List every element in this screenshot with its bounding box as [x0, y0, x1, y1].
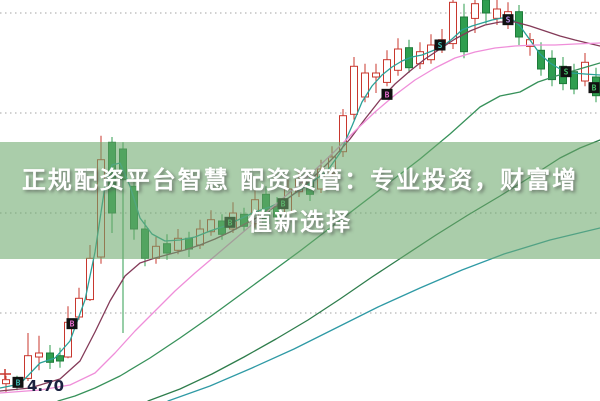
candle-body [2, 379, 10, 385]
candle-body [394, 48, 402, 71]
signal-marker [381, 88, 393, 100]
candle-body [570, 71, 578, 90]
signal-marker [434, 39, 446, 51]
candle-body [493, 8, 501, 19]
signal-marker [66, 318, 78, 330]
candle-body [449, 1, 457, 45]
candle-body [416, 51, 424, 65]
candle-body [548, 57, 556, 81]
signal-marker-label: B [592, 84, 597, 93]
candle-body [471, 3, 479, 19]
signal-marker [502, 14, 514, 26]
signal-marker-label: B [70, 320, 75, 329]
low-price-label: 4.70 [27, 377, 64, 395]
candle-body [482, 0, 490, 14]
annotation-layer: 4.70 [0, 369, 64, 395]
candle-body [46, 352, 54, 363]
promo-banner-line-2: 值新选择 [248, 207, 352, 236]
candle-body [372, 72, 380, 78]
signal-marker-label: B [385, 90, 390, 99]
signal-marker-label: S [506, 16, 511, 25]
signal-marker [588, 82, 600, 94]
candle-body [581, 61, 589, 82]
promo-banner-line-1: 正规配资平台智慧 配资资管：专业投资，财富增 [21, 165, 579, 194]
candle-body [35, 352, 43, 358]
candle-body [75, 297, 83, 318]
candle-body [24, 355, 32, 379]
signal-marker [12, 376, 24, 388]
candle-body [537, 49, 545, 70]
signal-marker-label: B [16, 378, 21, 387]
signal-marker-label: S [438, 41, 443, 50]
signal-marker-label: S [564, 68, 569, 77]
candle-body [56, 355, 64, 362]
candle-body [350, 65, 358, 115]
promo-banner: 正规配资平台智慧 配资资管：专业投资，财富增 值新选择 [0, 142, 600, 259]
signal-marker [560, 66, 572, 78]
